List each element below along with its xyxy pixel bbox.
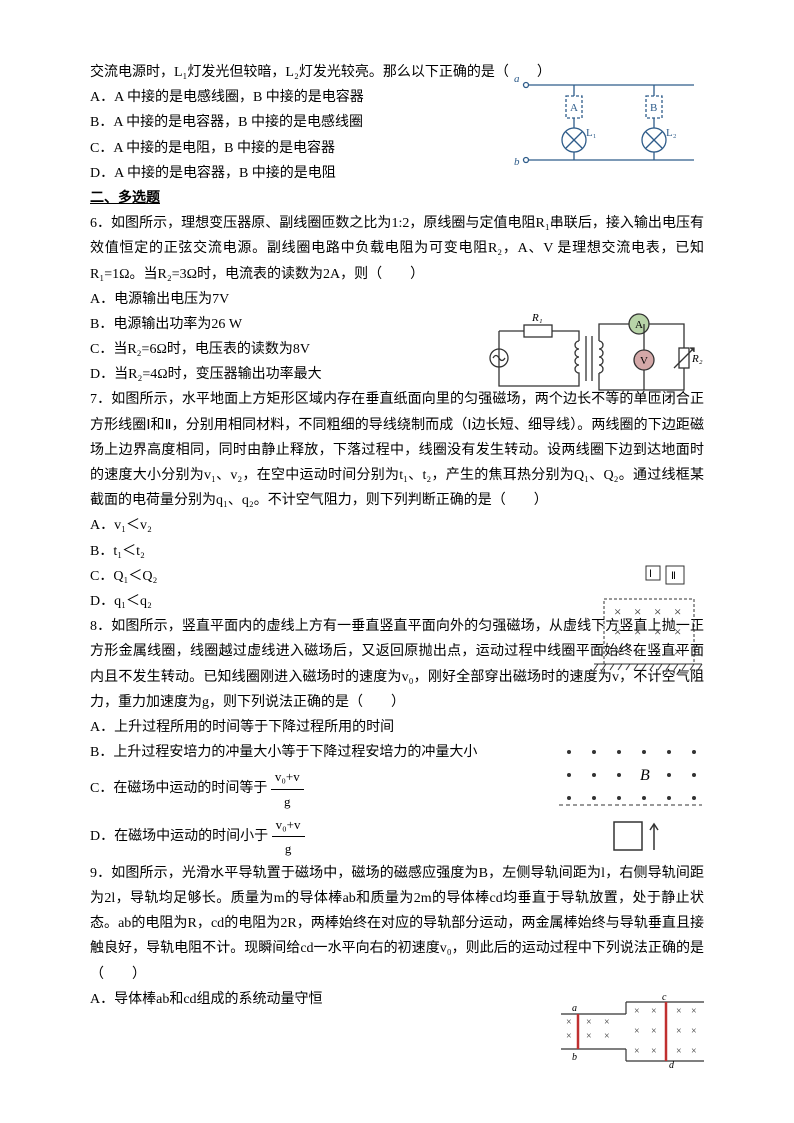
svg-text:×: × — [634, 1046, 640, 1057]
l2-label: L₂ — [666, 127, 677, 139]
svg-text:×: × — [586, 1017, 592, 1028]
svg-text:×: × — [566, 1017, 572, 1028]
box-b-label: B — [650, 102, 657, 114]
svg-text:×: × — [614, 624, 621, 639]
field-dots — [567, 750, 696, 800]
svg-text:×: × — [586, 1031, 592, 1042]
box-a-label: A — [570, 102, 578, 114]
r1-label: R₁ — [531, 312, 543, 324]
svg-text:×: × — [691, 1006, 697, 1017]
q6-text: 6．如图所示，理想变压器原、副线圈匝数之比为1:2，原线圈与定值电阻R₁串联后，… — [90, 211, 704, 287]
svg-text:×: × — [614, 604, 621, 619]
coil1-label: Ⅰ — [649, 569, 652, 580]
q5-optD: D．A 中接的是电容器，B 中接的是电阻 — [90, 161, 470, 186]
ground-hatch — [594, 664, 702, 670]
r2-label: R₂ — [691, 353, 703, 365]
svg-text:×: × — [634, 1026, 640, 1037]
svg-text:×: × — [634, 624, 641, 639]
q9-text: 9．如图所示，光滑水平导轨置于磁场中，磁场的磁感应强度为B，左侧导轨间距为l，右… — [90, 861, 704, 987]
voltmeter-label: V — [640, 355, 648, 367]
svg-text:×: × — [674, 604, 681, 619]
svg-text:×: × — [604, 1031, 610, 1042]
svg-text:×: × — [614, 644, 621, 659]
q8-optD-pre: D．在磁场中运动的时间小于 — [90, 829, 268, 844]
q5-optC: C．A 中接的是电阻，B 中接的是电容器 — [90, 136, 470, 161]
svg-text:×: × — [604, 1017, 610, 1028]
q6-optC: C．当R₂=6Ω时，电压表的读数为8V — [90, 337, 470, 362]
node-b-label: b — [572, 1052, 577, 1063]
svg-text:×: × — [654, 644, 661, 659]
svg-text:×: × — [674, 624, 681, 639]
q8-optA: A．上升过程所用的时间等于下降过程所用的时间 — [90, 715, 704, 740]
svg-text:×: × — [654, 624, 661, 639]
svg-text:×: × — [566, 1031, 572, 1042]
q7-optA: A．v₁＜v₂ — [90, 513, 704, 538]
q7-magnetic-diagram: Ⅰ Ⅱ × × × × × × × × × × × × — [584, 564, 704, 688]
svg-text:×: × — [634, 644, 641, 659]
q8-optC-frac: v₀+vg — [271, 765, 304, 813]
svg-text:×: × — [676, 1026, 682, 1037]
svg-text:×: × — [674, 644, 681, 659]
svg-text:×: × — [634, 604, 641, 619]
svg-text:×: × — [651, 1006, 657, 1017]
svg-text:×: × — [676, 1046, 682, 1057]
q6-optD: D．当R₂=4Ω时，变压器输出功率最大 — [90, 362, 470, 387]
svg-text:×: × — [691, 1026, 697, 1037]
x-marks: × × × × × × × × × × × × — [614, 604, 681, 659]
q8-optC-pre: C．在磁场中运动的时间等于 — [90, 781, 267, 796]
q7-optB: B．t₁＜t₂ — [90, 539, 704, 564]
q5-optA: A．A 中接的是电感线圈，B 中接的是电容器 — [90, 85, 470, 110]
b-label: B — [640, 767, 650, 784]
node-c-label: c — [662, 994, 667, 1003]
l1-label: L₁ — [586, 127, 597, 139]
ammeter-label: A — [635, 319, 643, 331]
coil-square — [614, 822, 642, 850]
q8-dots-diagram: B — [554, 740, 704, 869]
terminal-a-label: a — [514, 73, 520, 85]
q5-circuit-diagram: a b A B L₁ L₂ — [514, 70, 704, 179]
q5-optB: B．A 中接的是电容器，B 中接的是电感线圈 — [90, 110, 470, 135]
q6-optB: B．电源输出功率为26 W — [90, 312, 470, 337]
section2-header: 二、多选题 — [90, 186, 704, 211]
svg-text:×: × — [691, 1046, 697, 1057]
terminal-b-label: b — [514, 156, 520, 168]
q8-optD-frac: v₀+vg — [272, 813, 305, 861]
svg-text:×: × — [651, 1046, 657, 1057]
svg-text:×: × — [654, 604, 661, 619]
svg-text:×: × — [634, 1006, 640, 1017]
coil2-label: Ⅱ — [671, 571, 676, 582]
node-a-label: a — [572, 1003, 577, 1014]
svg-text:×: × — [676, 1006, 682, 1017]
q9-rail-diagram: ××× ××× ×××× ×××× ×××× a b c d — [556, 994, 706, 1078]
up-arrow — [650, 824, 658, 850]
q6-optA: A．电源输出电压为7V — [90, 287, 470, 312]
q6-transformer-diagram: R₁ R₂ A V — [484, 306, 704, 415]
svg-text:×: × — [651, 1026, 657, 1037]
